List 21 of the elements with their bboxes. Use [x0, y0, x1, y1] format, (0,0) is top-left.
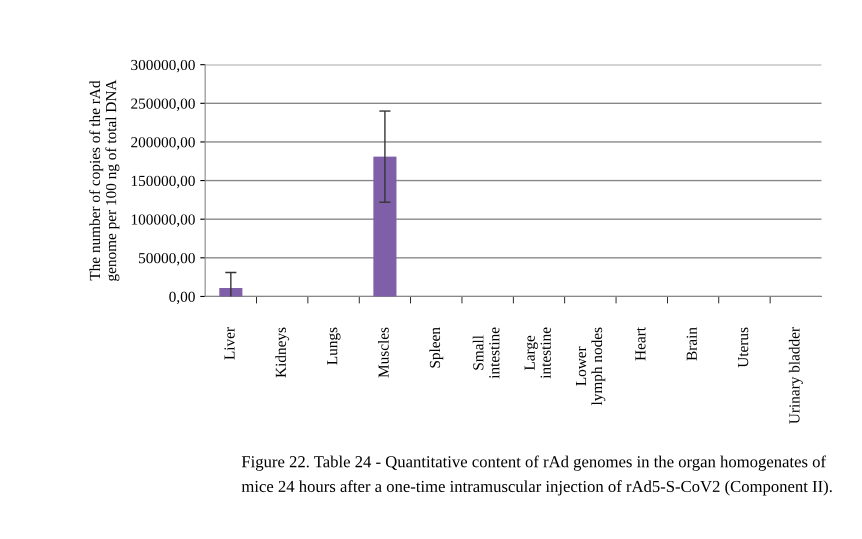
- x-tick-label: Urinary bladder: [788, 327, 803, 424]
- x-tick-label: Liver: [224, 327, 235, 360]
- x-tick-label: Brain: [686, 327, 697, 361]
- y-tick-label: 250000,00: [131, 98, 195, 111]
- x-tick-label: Small intestine: [472, 328, 500, 378]
- y-axis-title: The number of copies of the rAd genome per 100 ng of total DNA: [89, 80, 120, 281]
- x-tick-label: Lungs: [327, 328, 340, 365]
- x-tick-label: Heart: [635, 327, 646, 360]
- x-tick-label: Muscles: [378, 328, 389, 378]
- y-tick-label: 100000,00: [132, 214, 195, 227]
- x-tick-label: Uterus: [738, 328, 748, 368]
- x-tick-label: Large intestine: [524, 328, 551, 378]
- x-tick-label: Spleen: [429, 327, 444, 368]
- x-tick-label: Lower lymph nodes: [576, 328, 606, 406]
- caption: Figure 22. Table 24 - Quantitative content of rAd genomes in the organ homogenates of mice 24 hours after a one-time intramuscular injection of rAd5-S-CoV2 (Component II).: [242, 455, 832, 496]
- y-tick-label: 300000,00: [131, 60, 195, 72]
- x-tick-label: Kidneys: [275, 328, 290, 378]
- y-tick-label: 0,00: [169, 292, 195, 304]
- y-tick-label: 200000,00: [131, 137, 195, 150]
- y-tick-label: 150000,00: [132, 176, 195, 188]
- y-tick-label: 50000,00: [139, 252, 195, 266]
